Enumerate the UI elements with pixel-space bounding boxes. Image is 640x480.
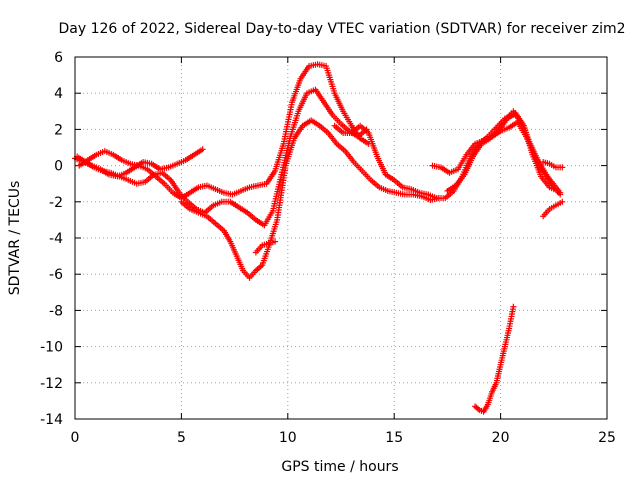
data-point bbox=[199, 146, 206, 153]
series-track-9 bbox=[493, 108, 564, 196]
x-tick-label: 0 bbox=[71, 430, 80, 446]
data-point bbox=[272, 238, 279, 245]
x-axis-label: GPS time / hours bbox=[281, 459, 398, 475]
x-tick-label: 20 bbox=[492, 430, 510, 446]
data-point bbox=[559, 164, 566, 171]
data-point bbox=[559, 198, 566, 205]
series-track-6 bbox=[331, 111, 517, 202]
data-point bbox=[557, 189, 564, 196]
series-track-4 bbox=[178, 117, 442, 281]
data-markers bbox=[72, 61, 566, 415]
y-tick-label: 6 bbox=[54, 50, 63, 66]
series-track-11 bbox=[540, 158, 566, 171]
x-tick-label: 10 bbox=[279, 430, 297, 446]
y-tick-label: -8 bbox=[49, 303, 63, 319]
y-tick-label: 4 bbox=[54, 86, 63, 102]
y-tick-label: 0 bbox=[54, 159, 63, 175]
series-track-2 bbox=[76, 61, 372, 202]
data-point bbox=[510, 303, 517, 310]
y-tick-label: -12 bbox=[40, 376, 63, 392]
x-tick-label: 25 bbox=[598, 430, 616, 446]
y-tick-label: -10 bbox=[40, 340, 63, 356]
y-tick-label: 2 bbox=[54, 122, 63, 138]
y-axis-label: SDTVAR / TECUs bbox=[7, 181, 23, 296]
y-tick-label: -14 bbox=[40, 412, 63, 428]
x-tick-label: 5 bbox=[177, 430, 186, 446]
y-tick-label: -4 bbox=[49, 231, 63, 247]
series-track-10 bbox=[540, 198, 566, 220]
series-track-5 bbox=[252, 238, 279, 256]
y-tick-label: -6 bbox=[49, 267, 63, 283]
grid-lines bbox=[75, 57, 607, 419]
axis-ticks: 0 5 10 15 20 25 -14 -12 -10 -8 -6 -4 -2 0 2 4 6 bbox=[40, 50, 616, 446]
chart-title: Day 126 of 2022, Sidereal Day-to-day VTE… bbox=[59, 21, 626, 37]
x-tick-label: 15 bbox=[385, 430, 403, 446]
series-track-12 bbox=[472, 303, 517, 415]
plot-frame bbox=[74, 56, 608, 420]
y-tick-label: -2 bbox=[49, 195, 63, 211]
